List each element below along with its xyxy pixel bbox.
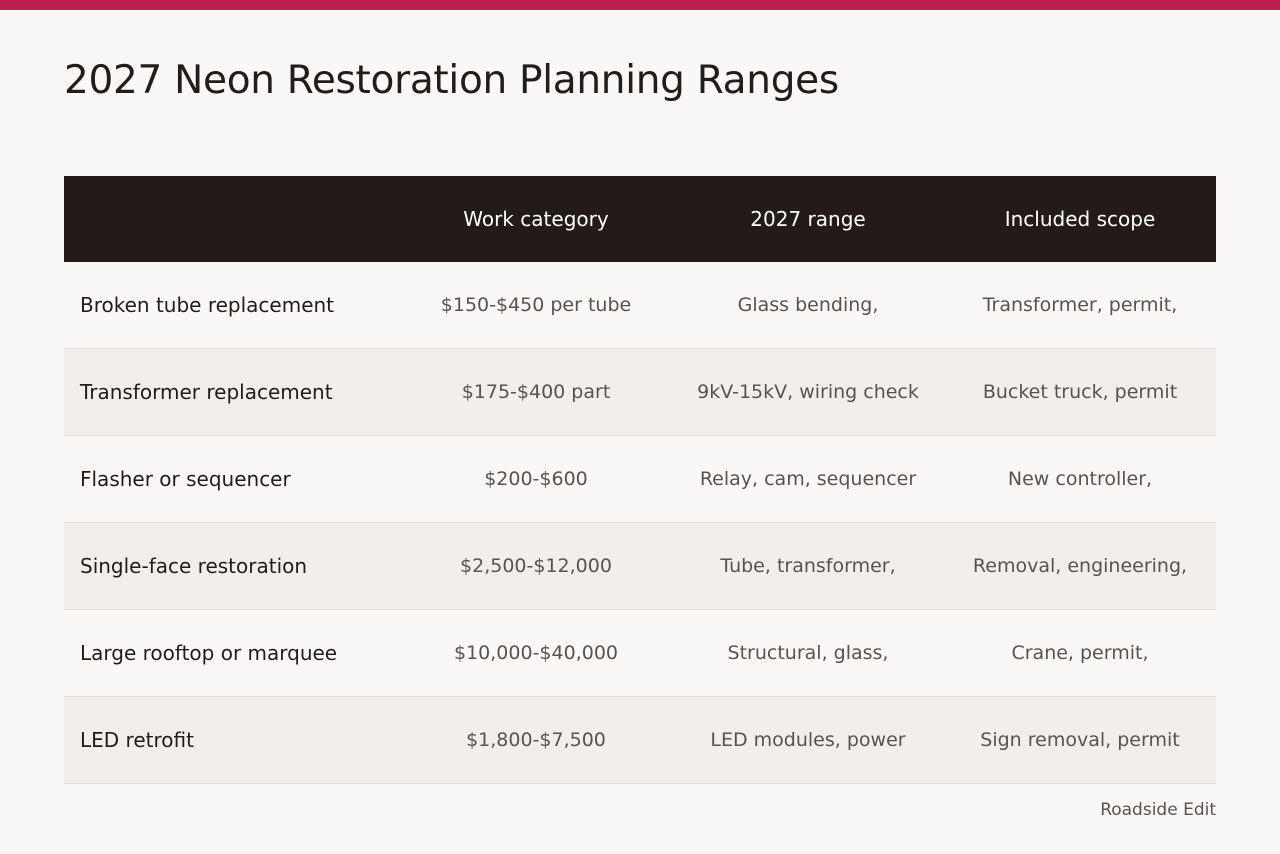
cell-scope: Removal, engineering, [944, 522, 1216, 610]
column-header-label [64, 176, 400, 262]
table-row: Single-face restoration $2,500-$12,000 T… [64, 522, 1216, 610]
cell-work-category: $150-$450 per tube [400, 262, 672, 349]
cell-scope: Bucket truck, permit [944, 348, 1216, 436]
row-label: Flasher or sequencer [64, 435, 400, 523]
table-row: Flasher or sequencer $200-$600 Relay, ca… [64, 435, 1216, 523]
row-label: LED retrofit [64, 696, 400, 784]
table-row: Broken tube replacement $150-$450 per tu… [64, 262, 1216, 349]
table-row: LED retrofit $1,800-$7,500 LED modules, … [64, 696, 1216, 784]
cell-range: Glass bending, [672, 262, 944, 349]
column-header-range: 2027 range [672, 176, 944, 262]
cell-scope: New controller, [944, 435, 1216, 523]
cell-scope: Transformer, permit, [944, 262, 1216, 349]
row-label: Transformer replacement [64, 348, 400, 436]
cell-range: LED modules, power [672, 696, 944, 784]
table-header: Work category 2027 range Included scope [64, 176, 1216, 262]
table-body: Broken tube replacement $150-$450 per tu… [64, 262, 1216, 784]
pricing-table: Work category 2027 range Included scope … [64, 176, 1216, 784]
cell-scope: Sign removal, permit [944, 696, 1216, 784]
column-header-work-category: Work category [400, 176, 672, 262]
cell-range: Tube, transformer, [672, 522, 944, 610]
page-title: 2027 Neon Restoration Planning Ranges [64, 58, 839, 103]
cell-work-category: $1,800-$7,500 [400, 696, 672, 784]
cell-range: 9kV-15kV, wiring check [672, 348, 944, 436]
row-label: Large rooftop or marquee [64, 609, 400, 697]
cell-scope: Crane, permit, [944, 609, 1216, 697]
cell-range: Structural, glass, [672, 609, 944, 697]
cell-work-category: $10,000-$40,000 [400, 609, 672, 697]
table-row: Transformer replacement $175-$400 part 9… [64, 348, 1216, 436]
accent-bar [0, 0, 1280, 10]
row-label: Single-face restoration [64, 522, 400, 610]
cell-range: Relay, cam, sequencer [672, 435, 944, 523]
source-credit: Roadside Edit [1100, 800, 1216, 820]
row-label: Broken tube replacement [64, 262, 400, 349]
cell-work-category: $2,500-$12,000 [400, 522, 672, 610]
column-header-scope: Included scope [944, 176, 1216, 262]
cell-work-category: $175-$400 part [400, 348, 672, 436]
cell-work-category: $200-$600 [400, 435, 672, 523]
table-row: Large rooftop or marquee $10,000-$40,000… [64, 609, 1216, 697]
header-row: Work category 2027 range Included scope [64, 176, 1216, 262]
